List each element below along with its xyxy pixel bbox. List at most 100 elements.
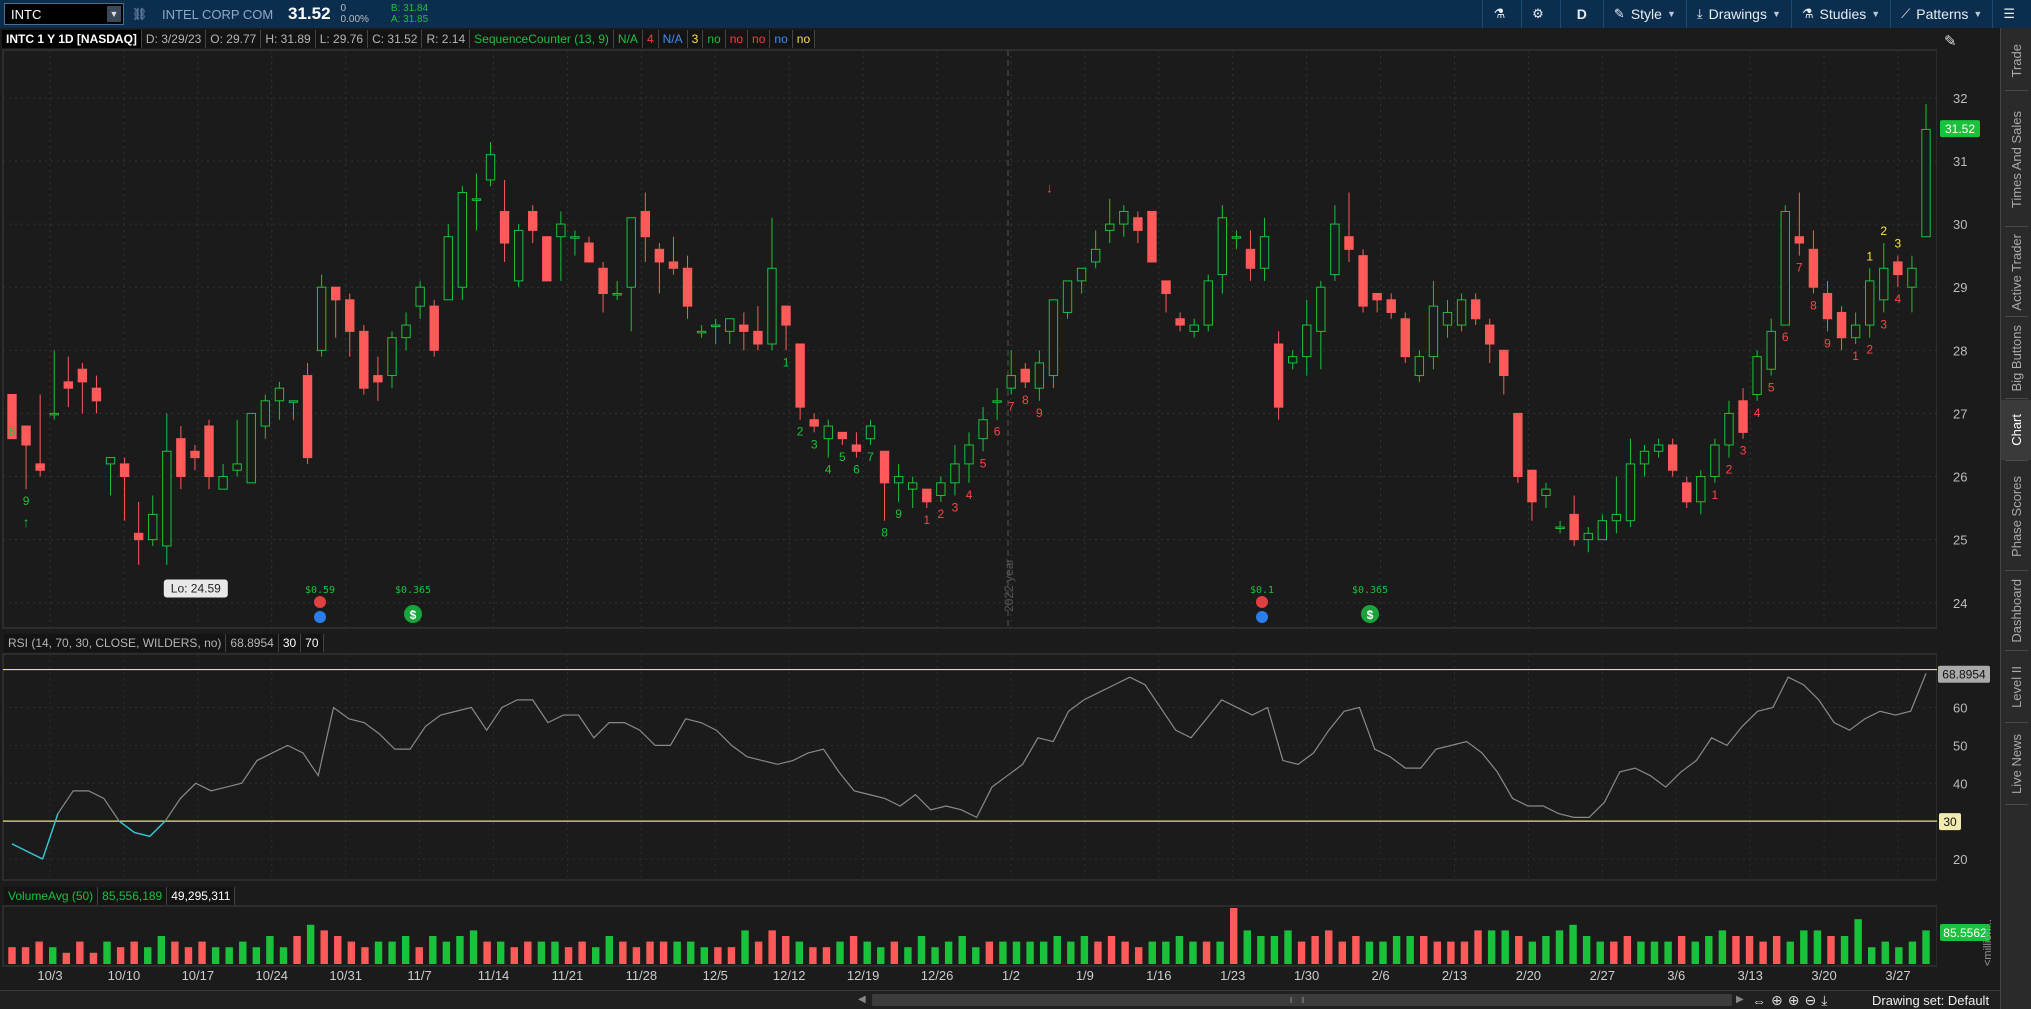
scroll-left-icon[interactable]: ◀ (858, 994, 866, 1005)
crosshair-icon[interactable]: ⊕ (1771, 992, 1783, 1008)
link-icon[interactable]: ⛓ (132, 7, 148, 21)
volume-bar (917, 936, 926, 964)
volume-bar (130, 941, 138, 964)
volume-bar (1365, 941, 1374, 964)
sidebar-tab-active-trader[interactable]: Active Trader (2001, 228, 2031, 316)
drawings-button[interactable]: ⤓ Drawings ▼ (1685, 0, 1791, 28)
candle-body (1499, 349, 1509, 377)
volume-bar (144, 947, 152, 964)
drawing-tool-icon[interactable]: ⤓ (1821, 992, 1828, 1008)
candle-body (1344, 236, 1354, 250)
candle-body (443, 236, 453, 301)
volume-bar (605, 936, 613, 964)
drawing-set[interactable]: Drawing set: Default (1872, 993, 1990, 1008)
candle-body (1203, 280, 1213, 326)
candle-body (513, 229, 524, 282)
rsi-line (11, 673, 1927, 860)
sidebar-tab-dashboard[interactable]: Dashboard (2001, 572, 2031, 650)
candle-body (809, 419, 819, 427)
candle-body (1105, 223, 1115, 231)
aggregation-button[interactable]: D (1559, 0, 1603, 28)
volume-bar (225, 947, 233, 964)
symbol-input[interactable]: INTC ▼ (4, 3, 124, 25)
menu-button[interactable]: ☰ (1992, 0, 2031, 28)
volume-bar (21, 947, 30, 964)
sequence-count-label: 1 (1712, 488, 1719, 502)
volume-bar (1515, 936, 1523, 964)
rsi-label[interactable]: RSI (14, 70, 30, CLOSE, WILDERS, no) (4, 634, 227, 652)
date-tick-label: 12/5 (703, 968, 728, 983)
volume-bar (1528, 941, 1537, 964)
candle-body (232, 463, 242, 471)
date-tick-label: 10/10 (108, 968, 141, 983)
zoom-tools: ⇔ ⊕ ⊕ ⊖ ⤓ (1752, 992, 1827, 1009)
sidebar-tab-big-buttons[interactable]: Big Buttons (2001, 318, 2031, 398)
ask-value: A: 31.85 (390, 14, 429, 25)
scroll-grip[interactable] (1290, 997, 1304, 1003)
volume-bar (496, 941, 505, 964)
date-tick-label: 10/17 (182, 968, 215, 983)
flask-button[interactable]: ⚗ (1482, 0, 1521, 28)
sidebar-tab-label: Level II (2009, 666, 2024, 708)
date-tick-label: 11/28 (626, 968, 658, 983)
candle-body (1766, 330, 1776, 370)
sequence-count-label: 3 (952, 500, 959, 514)
sidebar-tab-live-news[interactable]: Live News (2001, 724, 2031, 804)
studies-button[interactable]: ⚗ Studies ▼ (1790, 0, 1890, 28)
zoom-in-icon[interactable]: ⊕ (1787, 992, 1800, 1008)
volume-bar (1175, 936, 1184, 964)
dividend-icon (404, 605, 422, 623)
volume-value-tag-label: 85.5562 (1943, 926, 1987, 940)
sidebar-tab-phase-scores[interactable]: Phase Scores (2001, 462, 2031, 570)
candle-body (345, 299, 355, 332)
chevron-down-icon: ▼ (1871, 9, 1881, 19)
volume-bar (1908, 941, 1917, 964)
candle-body (795, 343, 805, 408)
scroll-right-icon[interactable]: ▶ (1736, 994, 1744, 1005)
study-value-8: no (770, 30, 793, 48)
style-button[interactable]: ✎ Style ▼ (1602, 0, 1686, 28)
zoom-out-icon[interactable]: ⊖ (1804, 992, 1817, 1008)
drawings-icon: ⤓ (1696, 6, 1703, 21)
volume-bar (1555, 930, 1564, 964)
candle-body (1696, 476, 1706, 503)
volume-bar (1202, 941, 1211, 964)
study-value-9: no (792, 30, 816, 48)
sidebar-tab-chart[interactable]: Chart (2001, 400, 2031, 460)
patterns-button[interactable]: ⟋ Patterns ▼ (1890, 0, 1992, 28)
volume-bar (619, 941, 627, 964)
candle-body (696, 330, 707, 334)
volume-bar (999, 941, 1007, 964)
volume-units-label: <million... (1982, 919, 1994, 966)
volume-label[interactable]: VolumeAvg (50) (4, 887, 99, 905)
volume-bar (700, 947, 709, 964)
candle-body (499, 210, 510, 244)
rsi-oversold-segment (27, 850, 43, 860)
sidebar-tab-level-ii[interactable]: Level II (2001, 652, 2031, 722)
study-label[interactable]: SequenceCounter (13, 9) (470, 30, 614, 48)
sidebar-separator (2005, 460, 2028, 461)
candle-body (865, 425, 876, 440)
volume-bar (35, 941, 43, 964)
volume-bar (442, 941, 451, 964)
volume-bar (1569, 924, 1577, 964)
volume-avg: 49,295,311 (167, 887, 236, 905)
settings-button[interactable]: ⚙ (1521, 0, 1560, 28)
rsi-tick-label: 20 (1953, 852, 1967, 867)
sequence-count-label: 1 (1866, 249, 1873, 263)
sidebar-separator (2005, 570, 2028, 571)
sidebar-tab-times-and-sales[interactable]: Times And Sales (2001, 94, 2031, 226)
volume-bar (1786, 941, 1794, 964)
volume-bar (1705, 936, 1713, 964)
expand-icon[interactable]: ⇔ (1752, 992, 1766, 1009)
candle-body (682, 267, 693, 307)
sequence-count-label: 9 (1824, 336, 1831, 350)
volume-bar (741, 930, 749, 964)
volume-bar (1460, 941, 1469, 964)
candle-body (457, 192, 468, 288)
candle-body (936, 482, 946, 496)
sequence-count-label: 3 (1740, 444, 1747, 458)
sidebar-tab-trade[interactable]: Trade (2001, 32, 2031, 90)
symbol-dropdown-icon[interactable]: ▼ (107, 6, 121, 22)
